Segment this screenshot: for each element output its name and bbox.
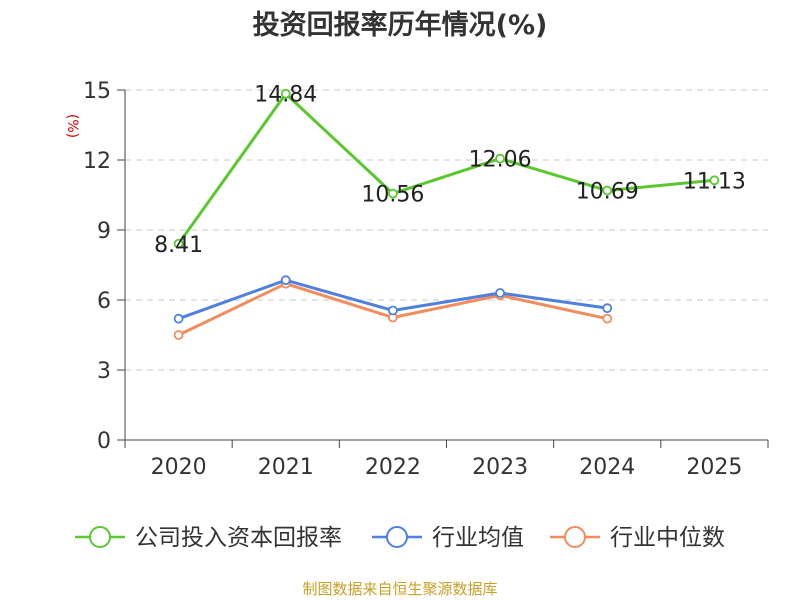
axes: 0 3 6 9 12 15 2020 2021 2022 2023 2024 2025 bbox=[83, 79, 769, 480]
legend: 公司投入资本回报率 行业均值 行业中位数 bbox=[75, 525, 725, 551]
legend-item: 公司投入资本回报率 bbox=[75, 525, 342, 551]
data-point bbox=[495, 288, 505, 298]
y-tick-label: 12 bbox=[83, 149, 111, 174]
x-tick-label: 2024 bbox=[579, 455, 635, 480]
data-point bbox=[602, 185, 613, 196]
data-label: 8.41 bbox=[154, 233, 203, 258]
legend-label: 行业均值 bbox=[432, 525, 524, 551]
data-label: 14.84 bbox=[254, 83, 317, 108]
legend-item: 行业中位数 bbox=[550, 525, 725, 551]
grid-lines bbox=[125, 89, 768, 371]
data-label: 10.56 bbox=[361, 183, 424, 208]
series-line bbox=[177, 92, 715, 245]
data-point bbox=[280, 88, 291, 99]
legend-marker bbox=[89, 526, 111, 548]
data-label: 10.69 bbox=[576, 180, 639, 205]
x-tick-label: 2025 bbox=[686, 455, 742, 480]
data-point bbox=[495, 153, 505, 164]
x-tick-label: 2023 bbox=[472, 455, 528, 480]
x-tick-label: 2022 bbox=[365, 455, 421, 480]
data-point bbox=[280, 275, 291, 286]
y-tick-label: 15 bbox=[83, 79, 111, 104]
data-point bbox=[173, 330, 184, 340]
series-layer bbox=[173, 88, 720, 340]
legend-marker bbox=[564, 526, 586, 548]
legend-item: 行业均值 bbox=[372, 525, 524, 551]
y-tick-label: 9 bbox=[97, 219, 111, 244]
data-point bbox=[388, 188, 398, 199]
x-tick-label: 2020 bbox=[151, 455, 207, 480]
data-point bbox=[602, 303, 613, 314]
y-tick-label: 6 bbox=[97, 289, 111, 314]
series-0 bbox=[173, 88, 720, 249]
y-axis-label: (%) bbox=[64, 114, 80, 138]
x-tick-label: 2021 bbox=[258, 455, 314, 480]
y-tick-label: 0 bbox=[97, 429, 111, 454]
data-point bbox=[388, 305, 398, 316]
chart-title: 投资回报率历年情况(%) bbox=[253, 9, 548, 41]
series-1 bbox=[173, 275, 613, 324]
data-label: 12.06 bbox=[469, 148, 532, 173]
y-tick-label: 3 bbox=[97, 359, 111, 384]
data-point bbox=[709, 175, 720, 186]
legend-marker bbox=[386, 526, 408, 548]
legend-label: 行业中位数 bbox=[610, 525, 725, 551]
data-point bbox=[602, 313, 613, 324]
data-labels: 8.41 14.84 10.56 12.06 10.69 11.13 bbox=[154, 83, 746, 258]
source-note: 制图数据来自恒生聚源数据库 bbox=[302, 580, 497, 598]
data-label: 11.13 bbox=[683, 169, 746, 194]
data-point bbox=[173, 238, 184, 249]
data-point bbox=[173, 313, 184, 324]
legend-label: 公司投入资本回报率 bbox=[135, 525, 342, 551]
